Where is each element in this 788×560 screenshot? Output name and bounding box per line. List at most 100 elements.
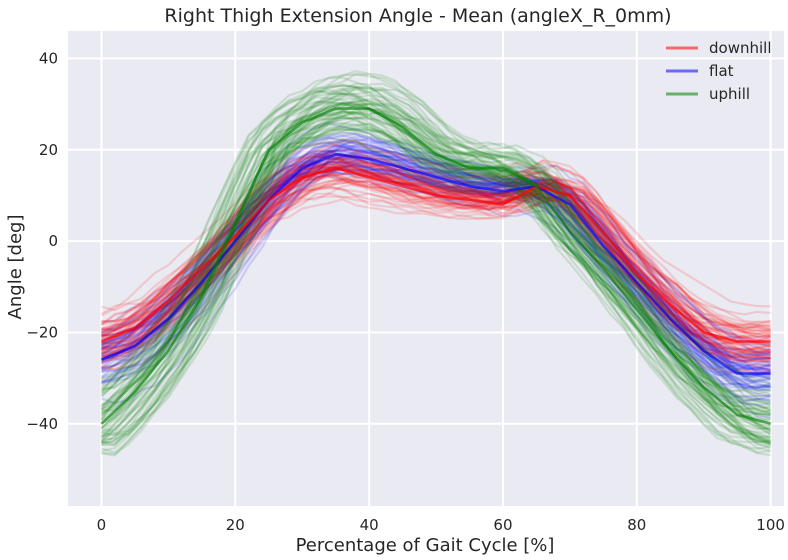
trace-line-uphill	[100, 123, 771, 396]
trace-line-uphill	[100, 90, 771, 430]
trace-line-flat	[101, 139, 771, 389]
trace-line-downhill	[101, 157, 771, 354]
trace-line-flat	[100, 121, 771, 385]
x-tick-label: 20	[226, 516, 245, 534]
trace-line-downhill	[100, 153, 771, 335]
trace-line-uphill	[101, 72, 772, 447]
legend-label-uphill: uphill	[709, 85, 750, 103]
x-tick-label: 0	[97, 516, 107, 534]
trace-line-uphill	[101, 102, 772, 438]
trace-line-flat	[100, 142, 771, 381]
trace-line-downhill	[101, 175, 771, 338]
trace-line-flat	[101, 146, 771, 403]
trace-line-flat	[101, 138, 771, 375]
trace-line-uphill	[101, 82, 772, 441]
trace-line-downhill	[101, 166, 771, 339]
trace-line-downhill	[101, 159, 771, 334]
trace-line-flat	[100, 155, 771, 377]
trace-line-downhill	[101, 164, 771, 345]
trace-line-uphill	[101, 70, 771, 446]
trace-line-downhill	[101, 155, 771, 349]
y-tick-label: −40	[26, 415, 58, 433]
trace-line-uphill	[100, 100, 771, 417]
trace-line-uphill	[101, 88, 772, 436]
trace-line-downhill	[101, 164, 771, 365]
trace-line-uphill	[100, 127, 771, 417]
trace-line-flat	[101, 141, 771, 383]
trace-line-uphill	[100, 101, 771, 442]
trace-line-uphill	[101, 111, 771, 431]
trace-line-downhill	[101, 160, 771, 372]
x-tick-label: 60	[493, 516, 512, 534]
trace-line-uphill	[100, 83, 771, 457]
trace-line-uphill	[100, 88, 771, 411]
trace-line-uphill	[101, 102, 771, 422]
trace-line-flat	[101, 160, 771, 369]
trace-line-uphill	[100, 84, 771, 441]
trace-line-uphill	[100, 100, 771, 446]
trace-line-downhill	[101, 151, 771, 360]
trace-line-flat	[101, 148, 771, 379]
y-tick-label: 40	[39, 49, 58, 67]
trace-line-flat	[101, 143, 771, 402]
trace-line-downhill	[100, 149, 771, 346]
trace-line-flat	[101, 150, 771, 357]
trace-line-uphill	[101, 94, 771, 415]
trace-line-flat	[101, 145, 771, 418]
trace-line-downhill	[101, 166, 771, 343]
trace-line-flat	[101, 143, 771, 391]
trace-line-downhill	[101, 173, 771, 356]
trace-line-flat	[100, 152, 771, 390]
legend-label-flat: flat	[709, 62, 734, 80]
trace-line-uphill	[101, 103, 771, 447]
trace-line-uphill	[101, 116, 771, 391]
trace-line-flat	[100, 149, 771, 372]
trace-line-downhill	[101, 163, 771, 345]
trace-line-uphill	[100, 121, 771, 411]
trace-line-uphill	[101, 110, 771, 412]
trace-line-downhill	[101, 164, 771, 338]
trace-line-uphill	[100, 87, 771, 444]
trace-line-flat	[101, 165, 771, 374]
trace-line-downhill	[101, 183, 771, 334]
legend-label-downhill: downhill	[709, 39, 771, 57]
y-tick-label: 0	[48, 232, 58, 250]
x-axis-label: Percentage of Gait Cycle [%]	[296, 535, 555, 556]
trace-line-downhill	[101, 153, 771, 352]
trace-line-uphill	[100, 122, 772, 414]
trace-line-downhill	[100, 173, 771, 316]
trace-line-downhill	[101, 178, 771, 362]
trace-line-uphill	[100, 92, 771, 434]
trace-line-downhill	[101, 165, 771, 360]
trace-line-downhill	[101, 138, 771, 361]
trace-line-uphill	[100, 109, 771, 416]
trace-line-flat	[100, 136, 771, 390]
trace-line-uphill	[101, 108, 772, 437]
trace-line-flat	[101, 166, 771, 360]
trace-line-flat	[100, 152, 771, 372]
trace-line-uphill	[101, 99, 771, 445]
grid	[68, 31, 784, 506]
trace-line-flat	[101, 144, 771, 393]
y-axis-label: Angle [deg]	[5, 215, 26, 320]
trace-line-downhill	[101, 166, 771, 334]
x-tick-label: 100	[756, 516, 785, 534]
plot-area	[68, 31, 784, 506]
trace-line-flat	[100, 149, 771, 399]
trace-line-flat	[101, 156, 771, 357]
trace-line-flat	[101, 144, 771, 407]
trace-line-uphill	[100, 76, 771, 443]
chart-title: Right Thigh Extension Angle - Mean (angl…	[164, 5, 671, 27]
trace-line-flat	[101, 145, 771, 384]
trace-line-flat	[101, 167, 771, 367]
trace-line-downhill	[101, 161, 771, 354]
trace-line-downhill	[100, 168, 771, 358]
legend: downhill flat uphill	[666, 39, 771, 103]
trace-line-downhill	[101, 169, 771, 342]
trace-line-downhill	[100, 175, 771, 346]
trace-line-downhill	[101, 170, 771, 324]
x-tick-label: 80	[627, 516, 646, 534]
trace-line-uphill	[101, 107, 771, 456]
x-tick-labels: 0 20 40 60 80 100	[97, 516, 785, 534]
